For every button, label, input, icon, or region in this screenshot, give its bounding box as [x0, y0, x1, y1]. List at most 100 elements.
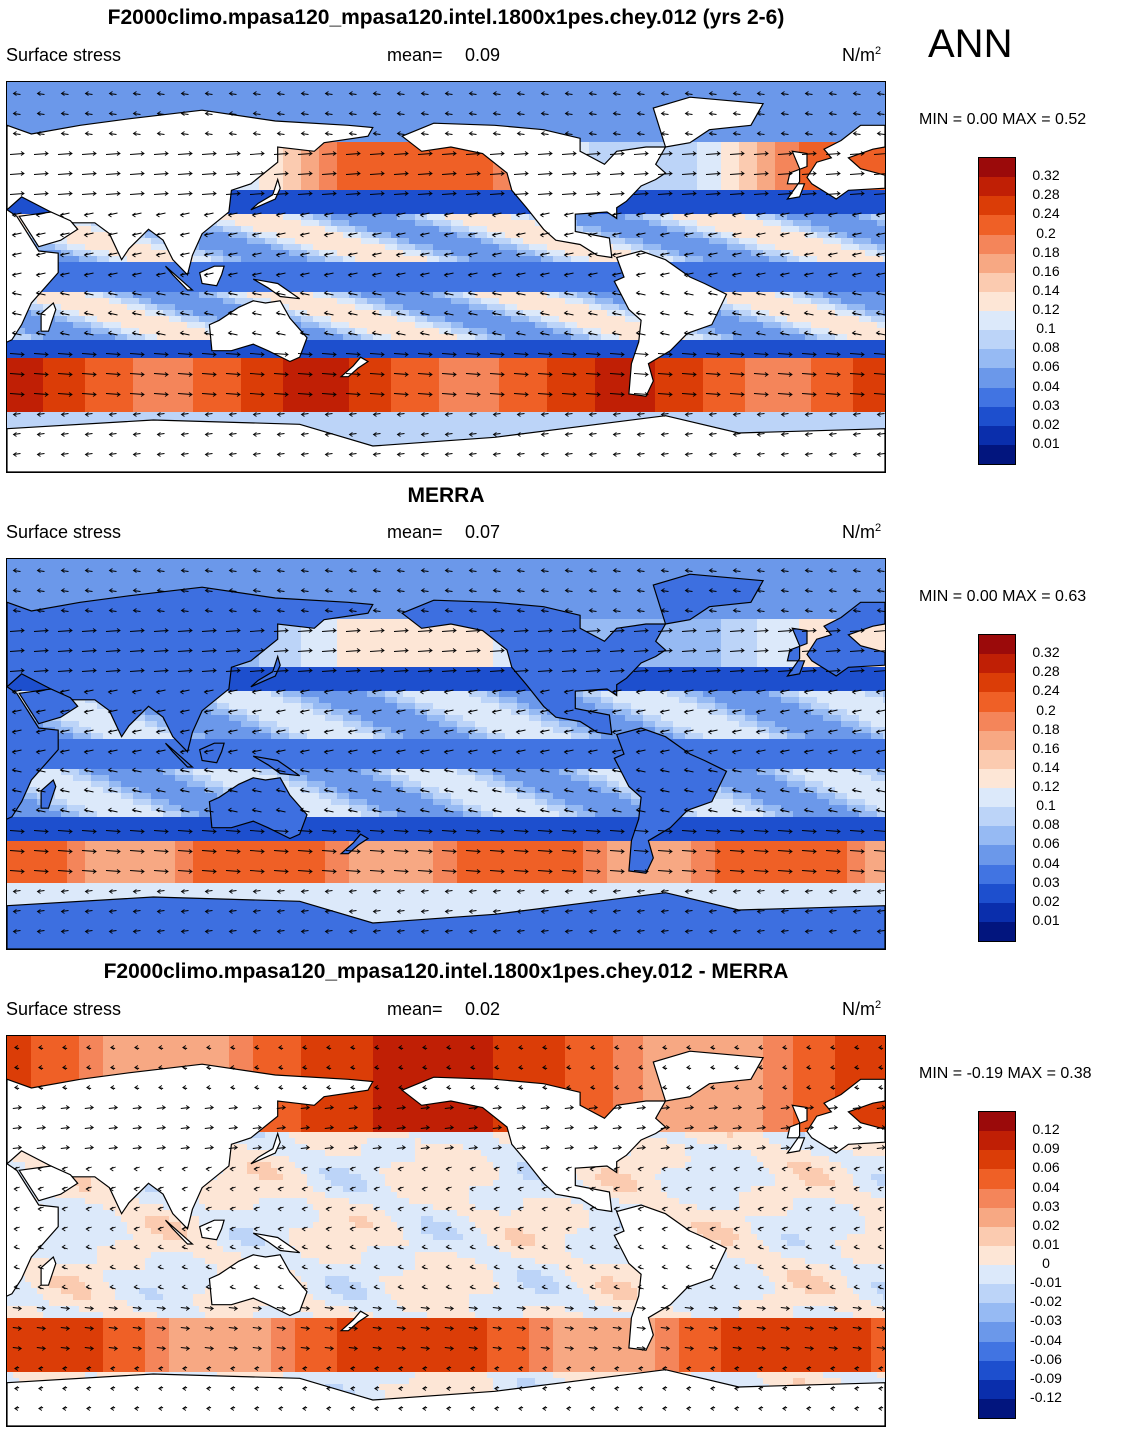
landmass-madagascar	[40, 301, 57, 332]
landmass-arabia	[18, 211, 79, 248]
colorbar-swatch	[979, 807, 1015, 827]
colorbar-tick-label: -0.06	[1026, 1351, 1066, 1367]
colorbar-tick-label: 0.02	[1026, 893, 1066, 909]
landmass-nz	[339, 833, 370, 855]
landmass-sumatra	[165, 265, 194, 291]
colorbar-tick-label: 0.24	[1026, 205, 1066, 221]
colorbar-tick-label: 0.18	[1026, 244, 1066, 260]
coastlines	[7, 96, 885, 472]
panel-2-colorbar	[978, 634, 1016, 942]
colorbar-swatch	[979, 444, 1015, 464]
colorbar-swatch	[979, 349, 1015, 369]
colorbar-swatch	[979, 1284, 1015, 1304]
colorbar-swatch	[979, 425, 1015, 445]
colorbar-swatch	[979, 1265, 1015, 1285]
colorbar-tick-label: 0.01	[1026, 1236, 1066, 1252]
landmass-europe	[786, 1104, 808, 1154]
colorbar-swatch	[979, 272, 1015, 292]
colorbar-swatch	[979, 177, 1015, 197]
panel-2-map	[6, 558, 886, 950]
landmass-samerica	[613, 250, 728, 397]
landmass-sumatra	[165, 742, 194, 768]
colorbar-tick-label: 0	[1026, 1255, 1066, 1271]
colorbar-swatch	[979, 1169, 1015, 1189]
colorbar-swatch	[979, 1188, 1015, 1208]
panel-2-mean-value: 0.07	[465, 522, 500, 543]
colorbar-swatch	[979, 1303, 1015, 1323]
colorbar-swatch	[979, 158, 1015, 178]
colorbar-swatch	[979, 902, 1015, 922]
landmass-antarctica	[7, 892, 885, 949]
colorbar-swatch	[979, 635, 1015, 655]
panel-1-colorbar	[978, 157, 1016, 465]
colorbar-tick-label: 0.12	[1026, 1121, 1066, 1137]
panel-2-title: MERRA	[6, 484, 886, 508]
colorbar-swatch	[979, 311, 1015, 331]
colorbar-tick-label: 0.01	[1026, 435, 1066, 451]
colorbar-tick-label: 0.01	[1026, 912, 1066, 928]
colorbar-tick-label: 0.24	[1026, 682, 1066, 698]
colorbar-tick-label: 0.18	[1026, 721, 1066, 737]
colorbar-swatch	[979, 768, 1015, 788]
colorbar-swatch	[979, 1379, 1015, 1399]
colorbar-tick-label: 0.32	[1026, 644, 1066, 660]
panel-3-mean-label: mean=	[387, 999, 443, 1020]
colorbar-tick-label: 0.08	[1026, 339, 1066, 355]
colorbar-tick-label: 0.2	[1026, 225, 1066, 241]
colorbar-tick-label: 0.28	[1026, 663, 1066, 679]
landmass-australia	[208, 1254, 308, 1317]
panel-1-minmax: MIN = 0.00 MAX = 0.52	[919, 111, 1086, 129]
panel-1-mean-value: 0.09	[465, 45, 500, 66]
colorbar-swatch	[979, 673, 1015, 693]
panel-1-map-svg	[7, 82, 885, 472]
landmass-newguinea	[252, 755, 301, 777]
colorbar-tick-label: -0.12	[1026, 1389, 1066, 1405]
colorbar-swatch	[979, 1360, 1015, 1380]
season-label: ANN	[928, 22, 1012, 67]
landmass-australia	[208, 777, 308, 840]
panel-3-minmax: MIN = -0.19 MAX = 0.38	[919, 1065, 1092, 1083]
colorbar-tick-label: -0.03	[1026, 1312, 1066, 1328]
colorbar-tick-label: 0.03	[1026, 1198, 1066, 1214]
colorbar-tick-label: 0.03	[1026, 874, 1066, 890]
panel-3-units: N/m2	[842, 999, 881, 1020]
landmass-borneo	[199, 1219, 225, 1241]
colorbar-swatch	[979, 1131, 1015, 1151]
colorbar-swatch	[979, 1322, 1015, 1342]
landmass-namerica	[400, 122, 667, 259]
colorbar-swatch	[979, 711, 1015, 731]
colorbar-swatch	[979, 1207, 1015, 1227]
colorbar-tick-label: 0.04	[1026, 378, 1066, 394]
stress-vectors	[9, 568, 885, 934]
landmass-europe	[786, 150, 808, 200]
colorbar-swatch	[979, 1341, 1015, 1361]
colorbar-swatch	[979, 845, 1015, 865]
landmass-borneo	[199, 265, 225, 287]
panel-2-variable-label: Surface stress	[6, 522, 121, 543]
panel-3-title: F2000climo.mpasa120_mpasa120.intel.1800x…	[6, 960, 886, 984]
colorbar-tick-label: -0.04	[1026, 1332, 1066, 1348]
stress-vectors	[12, 1045, 885, 1411]
colorbar-swatch	[979, 1150, 1015, 1170]
panel-3-colorbar	[978, 1111, 1016, 1419]
colorbar-swatch	[979, 826, 1015, 846]
landmass-samerica	[613, 727, 728, 874]
landmass-nz	[339, 1310, 370, 1332]
landmass-namerica	[400, 599, 667, 736]
colorbar-tick-label: 0.1	[1026, 797, 1066, 813]
colorbar-tick-label: 0.04	[1026, 855, 1066, 871]
colorbar-swatch	[979, 654, 1015, 674]
landmass-newguinea	[252, 1232, 301, 1254]
coastlines	[7, 1050, 885, 1426]
landmass-africa	[7, 686, 59, 820]
colorbar-swatch	[979, 196, 1015, 216]
colorbar-tick-label: 0.1	[1026, 320, 1066, 336]
colorbar-swatch	[979, 253, 1015, 273]
colorbar-swatch	[979, 692, 1015, 712]
panel-2-units: N/m2	[842, 522, 881, 543]
colorbar-swatch	[979, 234, 1015, 254]
landmass-samerica	[613, 1204, 728, 1351]
landmass-africa	[7, 1163, 59, 1297]
colorbar-tick-label: 0.09	[1026, 1140, 1066, 1156]
colorbar-tick-label: 0.16	[1026, 263, 1066, 279]
